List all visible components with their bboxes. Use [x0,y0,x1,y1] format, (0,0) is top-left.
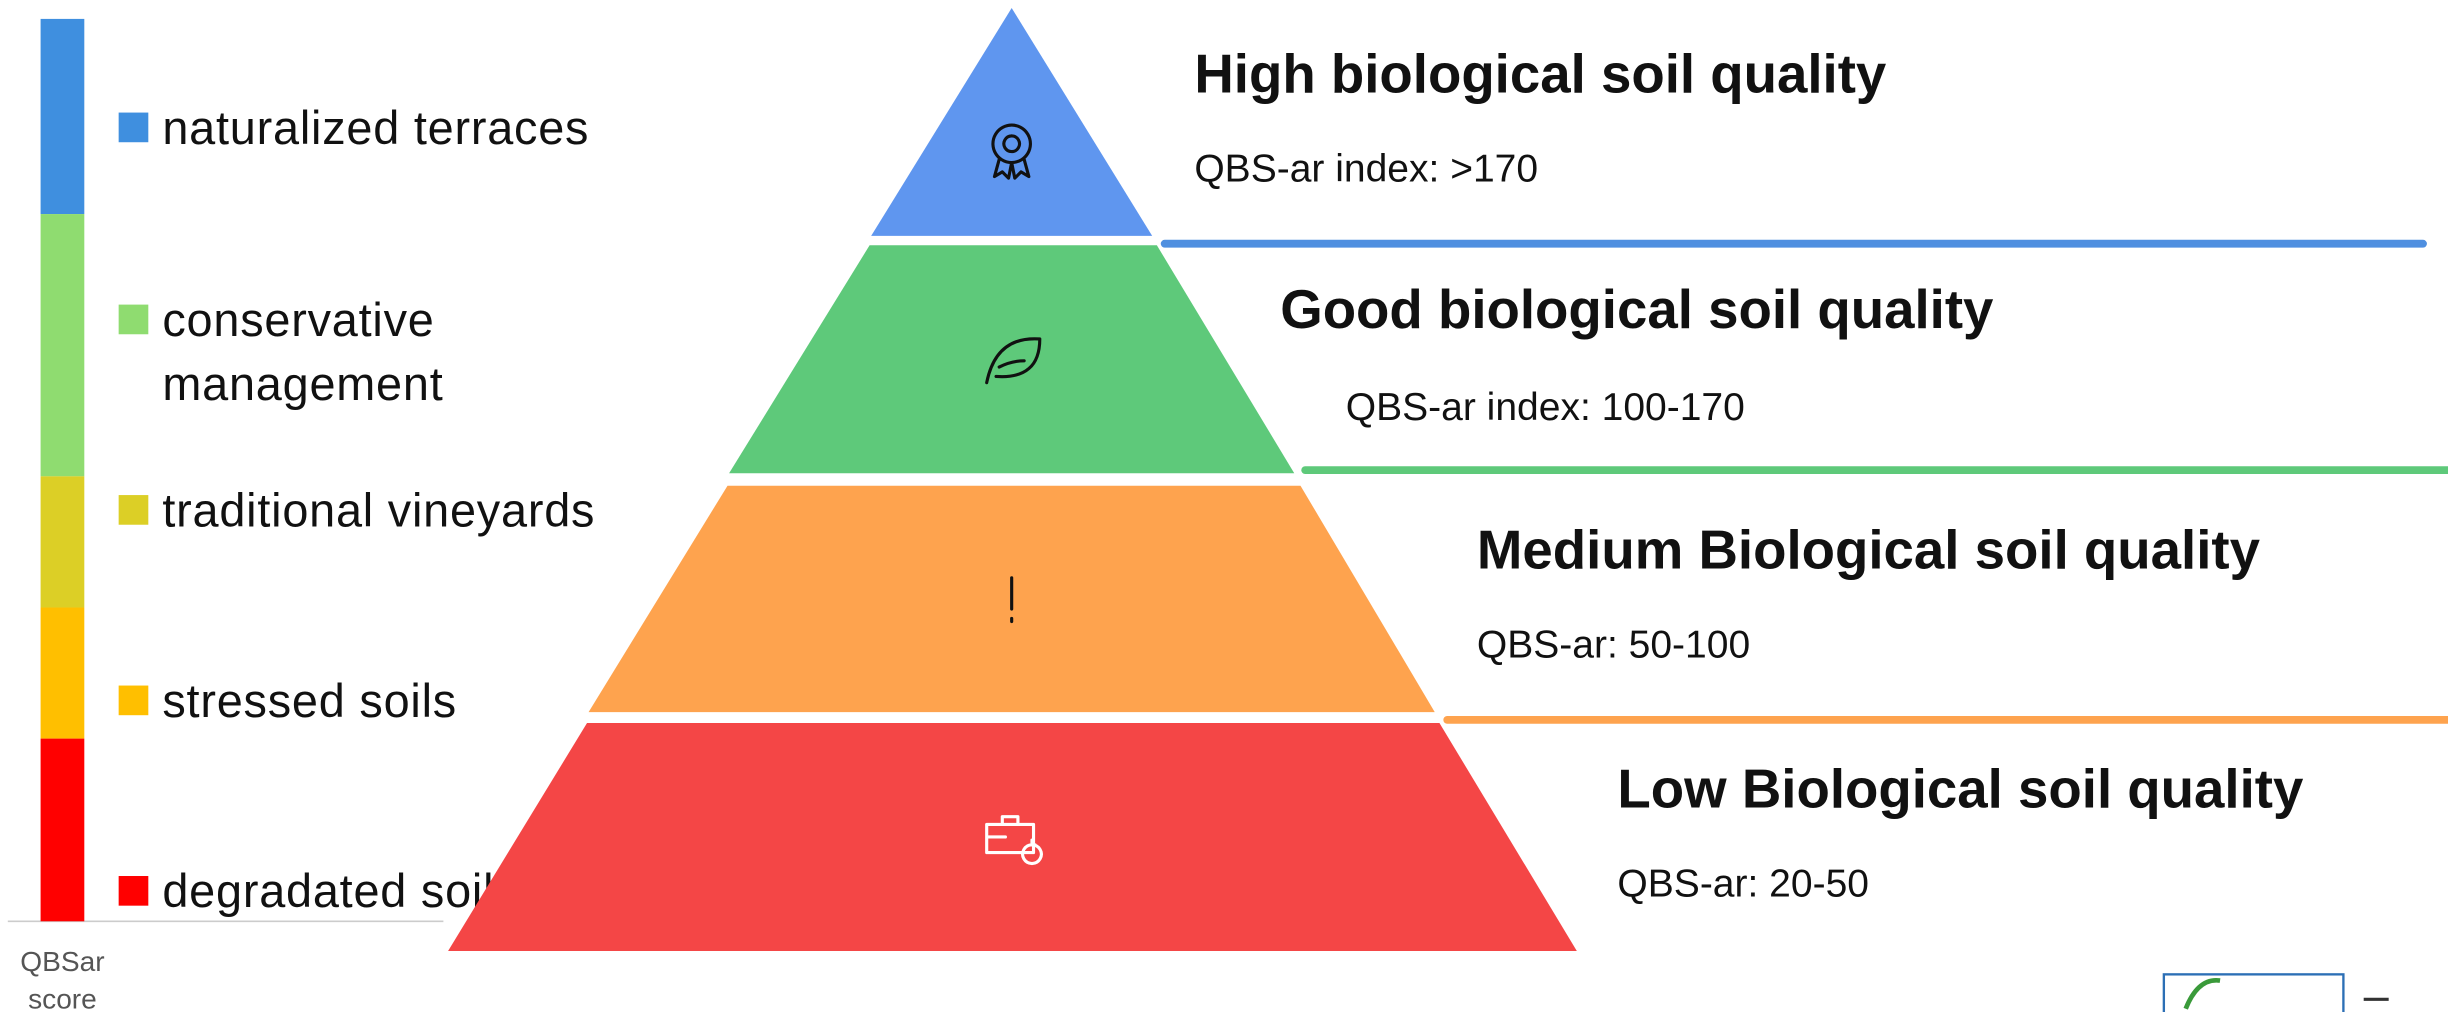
legend-label: management [162,358,443,410]
level-title: Good biological soil quality [1280,279,1994,340]
score-band [40,607,85,739]
award-icon [991,123,1032,180]
level-title: High biological soil quality [1194,43,1887,104]
score-band [40,214,85,477]
score-band [40,18,85,215]
legend-swatch [118,876,149,906]
legend-label: degradated soil [162,865,494,917]
legend-swatch [118,304,149,335]
legend-swatch [118,112,149,143]
level-subtitle: QBS-ar: 50-100 [1477,623,1750,666]
legend-label: stressed soils [162,675,457,727]
pyramid-level [448,723,1577,951]
legend-label: naturalized terraces [162,102,589,154]
leaf-icon [985,337,1042,385]
score-band [40,476,85,608]
pyramid-level [871,7,1153,236]
level-subtitle: QBS-ar index: >170 [1194,147,1538,190]
axis-label: QBSar [20,946,104,977]
level-title: Low Biological soil quality [1617,758,2304,819]
logo [2162,973,2389,1012]
level-subtitle: QBS-ar index: 100-170 [1346,386,1745,429]
score-band [40,738,85,922]
level-subtitle: QBS-ar: 20-50 [1617,862,1869,905]
legend-swatch [118,685,149,716]
legend-label: conservative [162,294,434,346]
pyramid-level [729,245,1295,474]
briefcase-icon [985,815,1043,866]
level-title: Medium Biological soil quality [1477,519,2261,580]
legend-label: traditional vineyards [162,484,595,536]
legend-swatch [118,495,149,525]
axis-label: score [28,984,97,1012]
